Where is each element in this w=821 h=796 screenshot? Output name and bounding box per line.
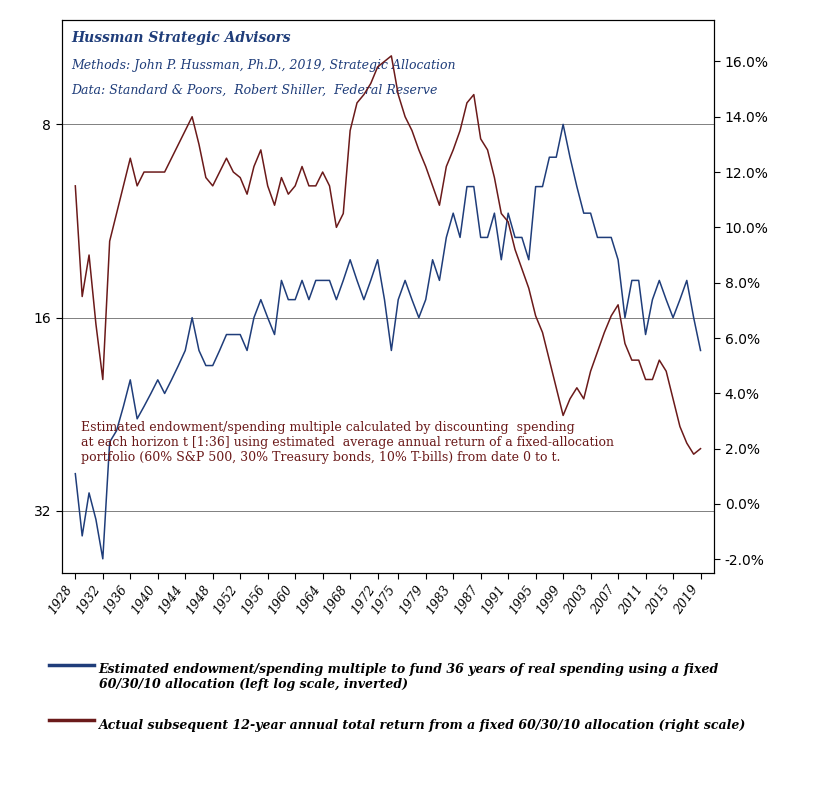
Text: Methods: John P. Hussman, Ph.D., 2019, Strategic Allocation: Methods: John P. Hussman, Ph.D., 2019, S…: [71, 59, 456, 72]
Text: Estimated endowment/spending multiple calculated by discounting  spending
at eac: Estimated endowment/spending multiple ca…: [81, 421, 614, 464]
Text: Hussman Strategic Advisors: Hussman Strategic Advisors: [71, 31, 291, 45]
Text: Actual subsequent 12-year annual total return from a fixed 60/30/10 allocation (: Actual subsequent 12-year annual total r…: [99, 719, 745, 732]
Text: Estimated endowment/spending multiple to fund 36 years of real spending using a : Estimated endowment/spending multiple to…: [99, 663, 718, 691]
Text: Data: Standard & Poors,  Robert Shiller,  Federal Reserve: Data: Standard & Poors, Robert Shiller, …: [71, 84, 438, 96]
